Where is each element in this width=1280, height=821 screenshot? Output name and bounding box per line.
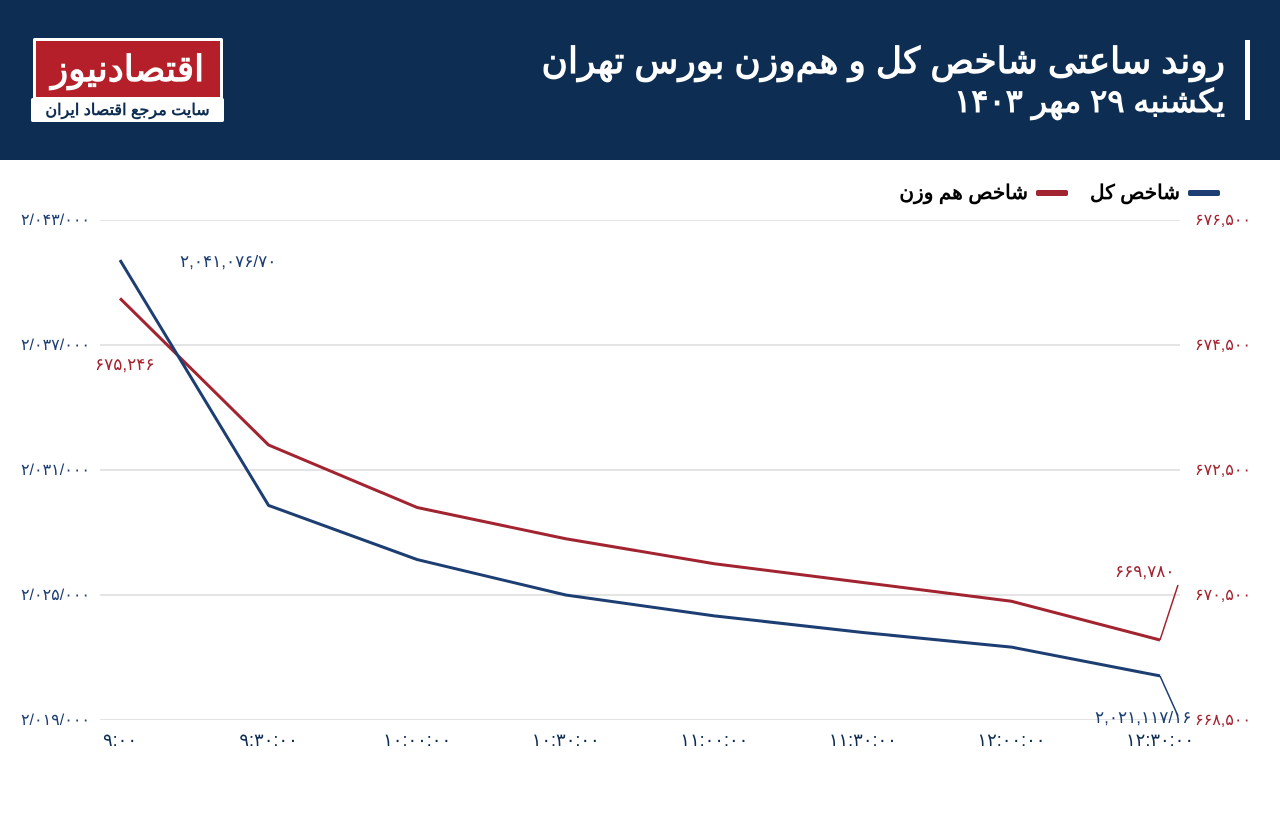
header-bar: اقتصادنیوز سایت مرجع اقتصاد ایران روند س… bbox=[0, 0, 1280, 160]
legend-swatch-hamvazn bbox=[1036, 190, 1068, 196]
y-axis-left: ۲/۰۱۹/۰۰۰۲/۰۲۵/۰۰۰۲/۰۳۱/۰۰۰۲/۰۳۷/۰۰۰۲/۰۴… bbox=[0, 220, 95, 720]
y-axis-right: ۶۶۸,۵۰۰۶۷۰,۵۰۰۶۷۲,۵۰۰۶۷۴,۵۰۰۶۷۶,۵۰۰ bbox=[1190, 220, 1280, 720]
title-main: روند ساعتی شاخص کل و هم‌وزن بورس تهران bbox=[542, 40, 1225, 82]
site-logo: اقتصادنیوز سایت مرجع اقتصاد ایران bbox=[30, 38, 225, 122]
line-chart bbox=[100, 220, 1180, 720]
annotation-kol-end: ۲,۰۲۱,۱۱۷/۱۶ bbox=[1095, 708, 1191, 728]
logo-subtitle: سایت مرجع اقتصاد ایران bbox=[31, 98, 223, 122]
title-date: یکشنبه ۲۹ مهر ۱۴۰۳ bbox=[542, 82, 1225, 120]
annotation-ham-end: ۶۶۹,۷۸۰ bbox=[1115, 562, 1175, 582]
legend-label-hamvazn: شاخص هم وزن bbox=[899, 180, 1028, 205]
chart-title-block: روند ساعتی شاخص کل و هم‌وزن بورس تهران ی… bbox=[542, 40, 1250, 120]
chart-legend: شاخص کل شاخص هم وزن bbox=[899, 180, 1220, 205]
legend-item-hamvazn: شاخص هم وزن bbox=[899, 180, 1068, 205]
x-axis: ۹:۰۰۹:۳۰:۰۰۱۰:۰۰:۰۰۱۰:۳۰:۰۰۱۱:۰۰:۰۰۱۱:۳۰… bbox=[100, 730, 1180, 770]
annotation-kol-start: ۲,۰۴۱,۰۷۶/۷۰ bbox=[180, 252, 276, 272]
annotation-ham-start: ۶۷۵,۲۴۶ bbox=[95, 355, 155, 375]
legend-label-kol: شاخص کل bbox=[1090, 180, 1180, 205]
legend-item-kol: شاخص کل bbox=[1090, 180, 1220, 205]
logo-text: اقتصادنیوز bbox=[33, 38, 223, 100]
legend-swatch-kol bbox=[1188, 190, 1220, 196]
